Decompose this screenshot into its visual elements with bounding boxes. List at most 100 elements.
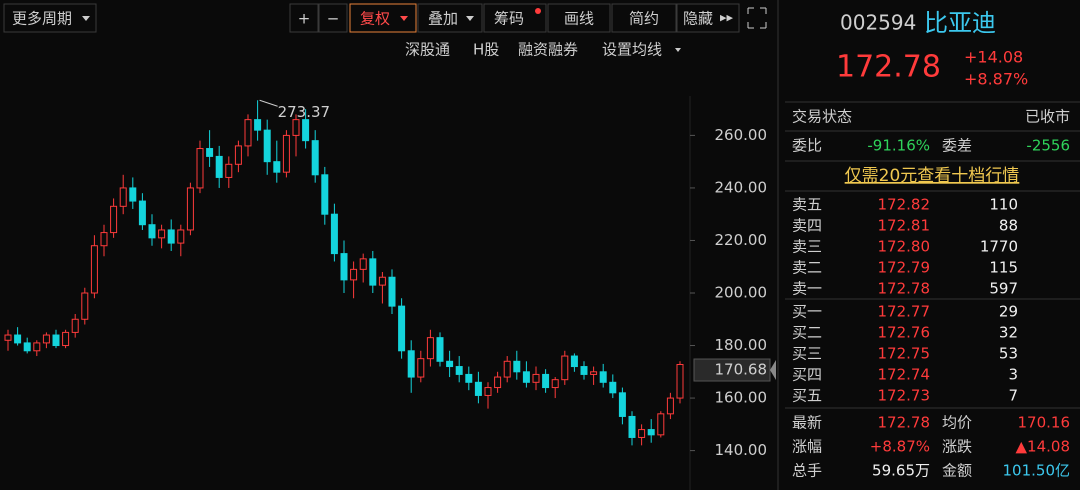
ratio-label: 委比 [792, 137, 822, 155]
candle-body [532, 373, 540, 383]
stock-name: 比亚迪 [924, 9, 996, 37]
stat-label: 金额 [942, 462, 972, 480]
period-label[interactable]: 更多周期 [12, 10, 72, 28]
toolbar-link[interactable]: 深股通 [405, 41, 450, 59]
stat-label: 最新 [792, 414, 822, 432]
candle-body [196, 148, 204, 189]
candle-body [52, 334, 60, 347]
candle-body [292, 119, 300, 136]
book-level: 卖四 [792, 217, 822, 235]
candle-body [618, 392, 626, 417]
book-price: 172.80 [878, 238, 931, 256]
toolbar-label[interactable]: 简约 [629, 10, 659, 28]
candle-body [167, 229, 175, 244]
period-button[interactable] [3, 3, 97, 33]
candle-body [215, 155, 223, 178]
toolbar-label[interactable]: 叠加 [428, 10, 458, 28]
stat-value: ▲14.08 [1016, 438, 1070, 456]
candle-body [407, 350, 415, 378]
candle-body [570, 355, 578, 368]
candle-body [311, 140, 319, 176]
stat-value: 101.50亿 [1003, 462, 1071, 480]
candle-body [666, 397, 674, 415]
candle-body [244, 119, 252, 147]
max-label: 273.37 [278, 103, 331, 121]
candle-body [542, 373, 550, 389]
ratio: -91.16% [867, 137, 930, 155]
fullscreen-icon[interactable]: ▸▸ [720, 11, 734, 26]
toolbar-button[interactable] [289, 3, 319, 33]
y-tick-label: 200.00 [715, 284, 768, 302]
candle-body [186, 187, 194, 231]
toolbar-label[interactable]: 复权 [360, 10, 390, 28]
toolbar-label[interactable]: + [298, 10, 311, 28]
diff-label: 委差 [942, 137, 972, 155]
y-tick-label: 240.00 [715, 178, 768, 196]
candle-body [321, 174, 329, 215]
toolbar-button[interactable] [483, 3, 547, 33]
candle-body [42, 334, 50, 344]
candle-body [590, 371, 598, 375]
book-price: 172.74 [878, 366, 931, 384]
candle-body [359, 258, 367, 270]
candle-body [599, 371, 607, 383]
book-level: 买一 [792, 303, 822, 321]
candle-body [628, 415, 636, 438]
candle-body [378, 276, 386, 286]
candle-body [90, 245, 98, 294]
status: 已收市 [1025, 108, 1070, 126]
stat-label: 涨跌 [942, 438, 972, 456]
candle-body [494, 376, 502, 389]
stat-label: 均价 [942, 414, 972, 432]
y-tick-label: 260.00 [715, 126, 768, 144]
y-tick-label: 160.00 [715, 389, 768, 407]
toolbar-link[interactable]: 融资融券 [518, 41, 578, 59]
candle-body [225, 163, 233, 178]
toolbar-label[interactable]: 隐藏 [683, 10, 713, 28]
candle-body [647, 429, 655, 436]
status-label: 交易状态 [792, 108, 852, 126]
toolbar-label[interactable]: 画线 [564, 10, 594, 28]
book-price: 172.77 [878, 303, 931, 321]
side-toggle[interactable] [770, 360, 776, 381]
candle-body [417, 358, 425, 378]
stock-code: 002594 [840, 11, 916, 35]
candle-body [302, 119, 310, 142]
candle-body [426, 337, 434, 360]
toolbar-button[interactable] [611, 3, 677, 33]
expand-icon[interactable] [747, 7, 767, 29]
book-volume: 32 [999, 324, 1018, 342]
dropdown-arrow [675, 48, 681, 52]
candle-body [234, 145, 242, 165]
upgrade-banner[interactable]: 仅需20元查看十档行情 [845, 166, 1020, 186]
candle-body [273, 161, 281, 173]
candle-body [110, 205, 118, 234]
candle-body [71, 318, 79, 333]
candle-body [513, 360, 521, 373]
book-volume: 110 [989, 196, 1018, 214]
toolbar-button[interactable] [318, 3, 348, 33]
candle-body [282, 134, 290, 173]
candle-body [33, 342, 41, 352]
toolbar-label[interactable]: 筹码 [494, 10, 524, 28]
candle-body [177, 229, 185, 244]
candle-body [465, 373, 473, 383]
candle-body [330, 213, 338, 255]
book-price: 172.82 [878, 196, 931, 214]
candle-body [369, 258, 377, 286]
candle-body [100, 232, 108, 247]
candle-body [350, 268, 358, 281]
last-price-label: 170.68 [715, 361, 768, 379]
candle-body [446, 360, 454, 368]
toolbar-button[interactable] [676, 3, 740, 33]
candle-body [676, 363, 684, 399]
dropdown-arrow [400, 16, 408, 21]
candle-body [551, 379, 559, 389]
toolbar-link[interactable]: H股 [473, 41, 499, 59]
candle-body [398, 305, 406, 352]
toolbar-button[interactable] [547, 3, 611, 33]
toolbar-label[interactable]: − [327, 10, 340, 28]
dropdown-arrow [466, 16, 474, 21]
toolbar-link[interactable]: 设置均线 [602, 41, 662, 59]
price: 172.78 [836, 50, 941, 85]
